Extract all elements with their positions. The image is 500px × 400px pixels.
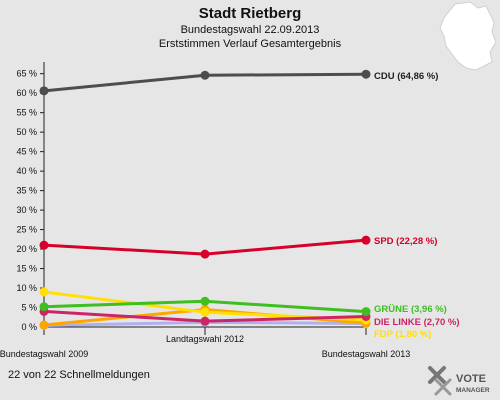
data-point <box>200 307 210 317</box>
axes: 0 % 5 % 10 % 15 % 20 % 25 % 30 % 35 % 40 % 45 % 50… <box>0 62 410 359</box>
x-tick-label: Bundestagswahl 2009 <box>0 349 88 359</box>
y-tick-label: 10 % <box>16 283 37 293</box>
data-point <box>361 69 371 79</box>
y-tick-label: 55 % <box>16 108 37 118</box>
data-point <box>39 287 49 297</box>
y-tick-label: 15 % <box>16 264 37 274</box>
data-point <box>200 316 210 326</box>
x-tick-label: Landtagswahl 2012 <box>166 334 244 344</box>
y-tick-label: 35 % <box>16 186 37 196</box>
y-tick-label: 25 % <box>16 225 37 235</box>
data-point <box>200 296 210 306</box>
x-tick-label: Bundestagswahl 2013 <box>322 349 411 359</box>
data-point <box>200 249 210 259</box>
vote-manager-logo: VOTE MANAGER <box>428 366 490 396</box>
logo-line-1: VOTE <box>456 373 486 385</box>
germany-map-icon <box>439 1 497 71</box>
y-tick-label: 45 % <box>16 147 37 157</box>
footer-text: 22 von 22 Schnellmeldungen <box>8 369 150 381</box>
series-labels: CDU (64,86 %) SPD (22,28 %) GRÜNE (3,96 %)… <box>374 71 460 340</box>
data-point <box>361 307 371 317</box>
series-end-label: GRÜNE (3,96 %) <box>374 304 447 315</box>
y-tick-label: 40 % <box>16 166 37 176</box>
y-tick-label: 5 % <box>21 303 37 313</box>
y-tick-label: 60 % <box>16 88 37 98</box>
series-end-label: SPD (22,28 %) <box>374 236 437 247</box>
chart-subtitle-2: Erststimmen Verlauf Gesamtergebnis <box>159 38 342 50</box>
chart-title: Stadt Rietberg <box>199 5 302 22</box>
logo-line-2: MANAGER <box>456 387 490 394</box>
vote-x-icon <box>428 366 446 384</box>
y-tick-label: 20 % <box>16 244 37 254</box>
chart-subtitle: Bundestagswahl 22.09.2013 <box>181 24 320 36</box>
vote-x-shadow-icon <box>434 378 452 396</box>
series-end-label: FDP (1,80 %) <box>374 329 431 340</box>
data-point <box>39 320 49 330</box>
data-point <box>200 70 210 80</box>
data-point <box>39 86 49 96</box>
y-tick-label: 65 % <box>16 69 37 79</box>
data-point <box>361 235 371 245</box>
series-end-label: CDU (64,86 %) <box>374 71 438 82</box>
y-tick-label: 30 % <box>16 205 37 215</box>
y-tick-label: 0 % <box>21 322 37 332</box>
series-end-label: DIE LINKE (2,70 %) <box>374 317 460 328</box>
data-point <box>39 240 49 250</box>
y-tick-label: 50 % <box>16 127 37 137</box>
data-point <box>39 302 49 312</box>
series-points <box>39 69 371 330</box>
series-lines <box>42 72 368 327</box>
